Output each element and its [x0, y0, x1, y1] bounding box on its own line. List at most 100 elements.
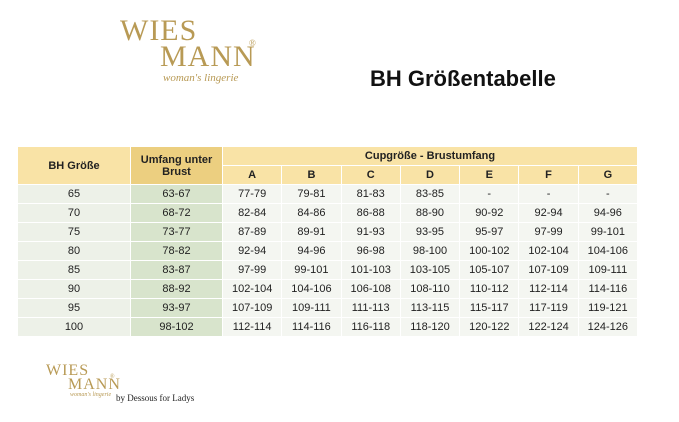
- cell: 115-117: [459, 298, 520, 318]
- cell: -: [577, 184, 639, 204]
- cell: 68-72: [130, 203, 223, 223]
- cup-header: F: [518, 165, 579, 185]
- cell: 100: [17, 317, 131, 337]
- cell: 95: [17, 298, 131, 318]
- cell: 91-93: [340, 222, 401, 242]
- row: 70 68-72 82-84 84-86 86-88 88-90 90-92 92-94 94-…: [17, 203, 639, 223]
- cup-header: A: [221, 165, 283, 185]
- cell: 104-106: [577, 241, 639, 261]
- cell: 119-121: [577, 298, 639, 318]
- row: 95 93-97 107-109 109-111 111-113 113-115 115-1…: [17, 298, 639, 318]
- cell: 107-109: [221, 298, 283, 318]
- cell: 92-94: [221, 241, 283, 261]
- row: 75 73-77 87-89 89-91 91-93 93-95 95-97 97-99 99-…: [17, 222, 639, 242]
- cell: 80: [17, 241, 131, 261]
- cell: 99-101: [281, 260, 342, 280]
- cell: 116-118: [340, 317, 401, 337]
- cell: -: [518, 184, 579, 204]
- row: 90 88-92 102-104 104-106 106-108 108-110 110-1…: [17, 279, 639, 299]
- cell: 109-111: [281, 298, 342, 318]
- cell: 93-97: [130, 298, 223, 318]
- title: BH Größentabelle: [370, 66, 556, 91]
- cell: 94-96: [281, 241, 342, 261]
- cell: 104-106: [281, 279, 342, 299]
- logo-mark: ®: [249, 38, 257, 48]
- cell: 99-101: [577, 222, 639, 242]
- cell: 112-114: [518, 279, 579, 299]
- footer-logo-tagline: woman's lingerie: [70, 392, 112, 398]
- row: 100 98-102 112-114 114-116 116-118 118-120 120…: [17, 317, 639, 337]
- footer-logo-line1: WIES: [46, 362, 90, 379]
- cell: 70: [17, 203, 131, 223]
- cell: 114-116: [577, 279, 639, 299]
- cell: 111-113: [340, 298, 401, 318]
- cell: 98-102: [130, 317, 223, 337]
- cell: 90-92: [459, 203, 520, 223]
- cell: 106-108: [340, 279, 401, 299]
- cell: 118-120: [399, 317, 461, 337]
- cell: 100-102: [459, 241, 520, 261]
- logo-line1: WIES: [120, 14, 198, 47]
- cell: 73-77: [130, 222, 223, 242]
- cell: 107-109: [518, 260, 579, 280]
- cell: 65: [17, 184, 131, 204]
- footer-logo-mark: ®: [110, 374, 116, 380]
- cell: 97-99: [221, 260, 283, 280]
- footer-logo-line2: MANN: [68, 376, 121, 393]
- col-header: Cupgröße - Brustumfang: [222, 146, 638, 166]
- cell: 110-112: [459, 279, 520, 299]
- cell: 117-119: [518, 298, 579, 318]
- cell: 114-116: [281, 317, 342, 337]
- cell: 109-111: [577, 260, 639, 280]
- cell: -: [459, 184, 520, 204]
- row: 65 63-67 77-79 79-81 81-83 83-85- - -: [17, 184, 639, 204]
- col-header: BH Größe: [17, 146, 131, 185]
- cell: 88-92: [130, 279, 223, 299]
- cell: 124-126: [577, 317, 639, 337]
- col-header: Umfang unter Brust: [130, 146, 223, 185]
- cell: 87-89: [221, 222, 283, 242]
- cell: 85: [17, 260, 131, 280]
- cell: 81-83: [340, 184, 401, 204]
- cell: 89-91: [281, 222, 342, 242]
- row: 80 78-82 92-94 94-96 96-98 98-100 100-102 102-1…: [17, 241, 639, 261]
- cell: 79-81: [281, 184, 342, 204]
- cell: 92-94: [518, 203, 579, 223]
- size-table: BH Größe Umfang unter Brust Cupgröße - B…: [17, 146, 639, 337]
- cup-header: D: [399, 165, 461, 185]
- cell: 112-114: [221, 317, 283, 337]
- cell: 102-104: [518, 241, 579, 261]
- cell: 83-87: [130, 260, 223, 280]
- cell: 90: [17, 279, 131, 299]
- cup-header: E: [459, 165, 520, 185]
- cell: 98-100: [399, 241, 461, 261]
- cell: 82-84: [221, 203, 283, 223]
- cell: 105-107: [459, 260, 520, 280]
- cell: 63-67: [130, 184, 223, 204]
- cell: 86-88: [340, 203, 401, 223]
- cell: 94-96: [577, 203, 639, 223]
- cell: 103-105: [399, 260, 461, 280]
- cup-header: B: [281, 165, 342, 185]
- cell: 95-97: [459, 222, 520, 242]
- cell: 97-99: [518, 222, 579, 242]
- cell: 96-98: [340, 241, 401, 261]
- cell: 83-85: [399, 184, 461, 204]
- cell: 113-115: [399, 298, 461, 318]
- cell: 120-122: [459, 317, 520, 337]
- cup-header: G: [577, 165, 639, 185]
- cell: 101-103: [340, 260, 401, 280]
- cell: 122-124: [518, 317, 579, 337]
- byline: by Dessous for Ladys: [116, 393, 195, 403]
- cell: 84-86: [281, 203, 342, 223]
- cell: 93-95: [399, 222, 461, 242]
- cell: 77-79: [221, 184, 283, 204]
- cell: 108-110: [399, 279, 461, 299]
- cell: 75: [17, 222, 131, 242]
- row: 85 83-87 97-99 99-101 101-103 103-105 105-107 1…: [17, 260, 639, 280]
- cell: 102-104: [221, 279, 283, 299]
- logo-line2: MANN: [160, 40, 256, 73]
- logo-tagline: woman's lingerie: [163, 72, 239, 84]
- cup-header: C: [340, 165, 401, 185]
